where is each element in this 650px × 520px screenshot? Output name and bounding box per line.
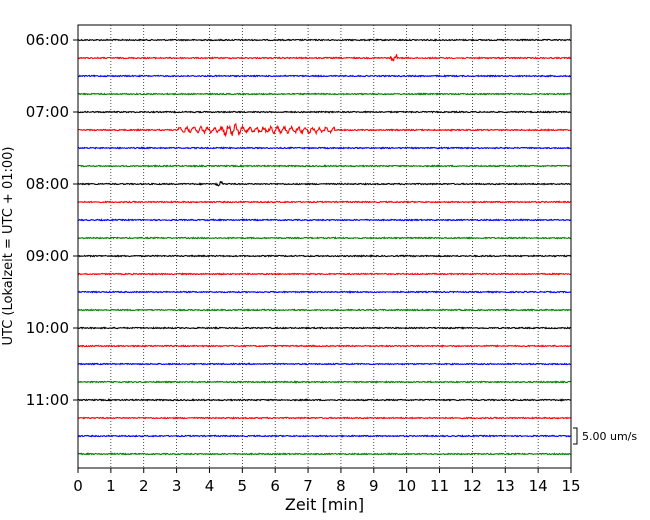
x-tick-label: 12 <box>463 477 482 495</box>
x-tick-label: 2 <box>139 477 149 495</box>
y-tick-label: 06:00 <box>26 31 69 49</box>
trace-0730 <box>77 146 571 150</box>
scale-bracket <box>573 427 578 445</box>
x-tick-label: 10 <box>397 477 416 495</box>
y-tick-label: 08:00 <box>26 175 69 193</box>
x-axis-label: Zeit [min] <box>285 495 364 514</box>
trace-1015 <box>77 344 571 348</box>
trace-0630 <box>77 74 572 78</box>
x-tick-label: 6 <box>270 477 280 495</box>
trace-0815 <box>77 200 571 204</box>
trace-0900 <box>78 254 572 258</box>
x-tick-label: 8 <box>336 477 346 495</box>
x-tick-label: 3 <box>172 477 182 495</box>
y-tick-label: 10:00 <box>26 319 69 337</box>
x-tick-label: 5 <box>238 477 248 495</box>
y-tick-label: 09:00 <box>26 247 69 265</box>
y-axis-label: UTC (Lokalzeit = UTC + 01:00) <box>1 147 16 346</box>
x-tick-label: 0 <box>73 477 83 495</box>
trace-1115 <box>77 416 571 420</box>
trace-1030 <box>77 362 571 366</box>
trace-1000 <box>77 326 571 330</box>
x-tick-label: 11 <box>430 477 449 495</box>
x-tick-label: 4 <box>205 477 215 495</box>
y-tick-label: 11:00 <box>26 391 69 409</box>
x-axis-ticks: 0 1 2 3 4 5 6 7 8 9 10 11 12 13 14 15 <box>73 468 581 495</box>
scale-label: 5.00 um/s <box>582 430 637 443</box>
amplitude-scale-bar: 5.00 um/s <box>573 427 637 445</box>
trace-0715 <box>77 122 571 138</box>
y-tick-label: 07:00 <box>26 103 69 121</box>
trace-1145 <box>77 452 571 456</box>
y-axis-ticks: 06:00 07:00 08:00 09:00 10:00 11:00 <box>26 31 78 409</box>
trace-0945 <box>77 308 571 312</box>
x-tick-label: 15 <box>561 477 580 495</box>
x-tick-label: 1 <box>106 477 116 495</box>
x-gridlines <box>110 25 539 468</box>
trace-0930 <box>77 290 571 294</box>
trace-0600 <box>77 38 571 42</box>
x-tick-label: 7 <box>303 477 313 495</box>
x-tick-label: 14 <box>529 477 548 495</box>
trace-1100 <box>77 398 571 402</box>
trace-0800 <box>77 180 571 187</box>
trace-0700 <box>77 110 571 114</box>
plot-frame <box>77 24 572 469</box>
trace-1045 <box>77 380 571 384</box>
trace-0845 <box>77 236 571 240</box>
trace-0915 <box>77 272 571 276</box>
trace-0645 <box>77 92 571 96</box>
trace-0615 <box>77 54 571 62</box>
trace-1130 <box>77 434 571 438</box>
x-tick-label: 13 <box>496 477 515 495</box>
trace-0830 <box>77 218 571 222</box>
traces <box>77 38 572 456</box>
x-tick-label: 9 <box>369 477 379 495</box>
trace-0745 <box>77 164 571 168</box>
